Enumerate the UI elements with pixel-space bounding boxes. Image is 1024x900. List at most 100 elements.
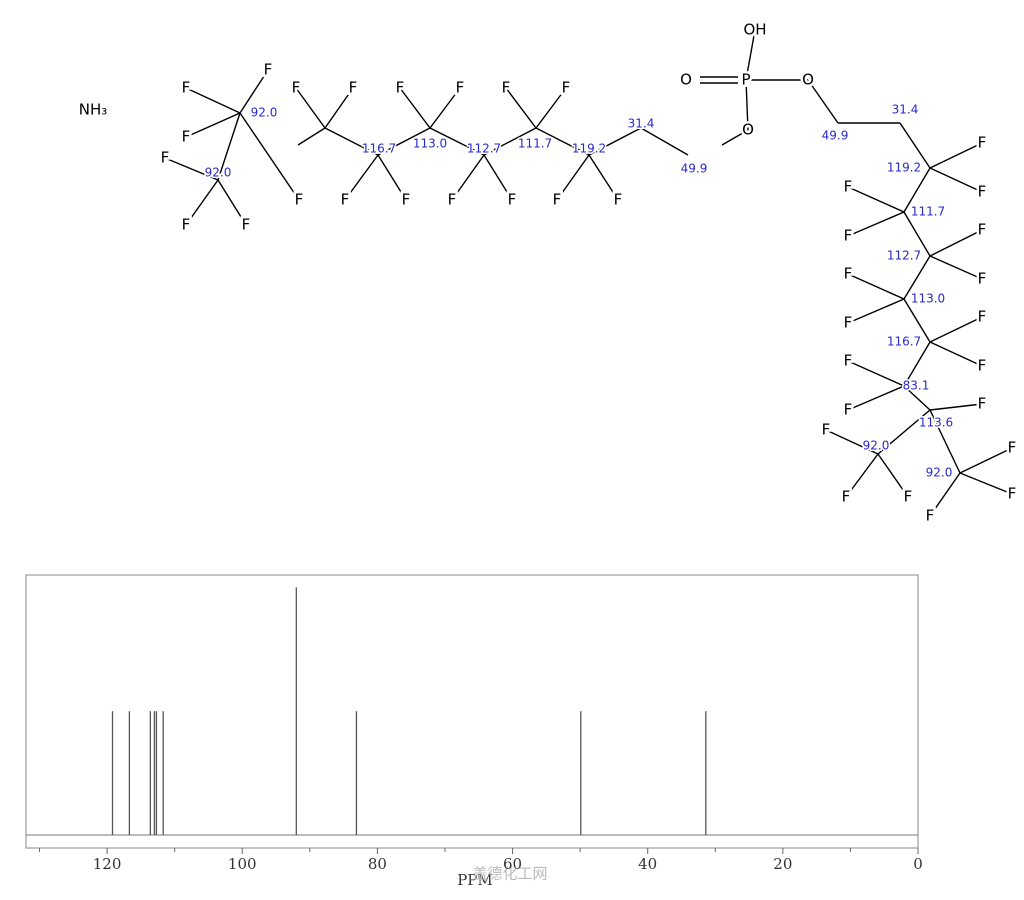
atom-label: F bbox=[904, 488, 913, 506]
bond bbox=[483, 127, 537, 156]
atom-label: O bbox=[680, 71, 692, 89]
x-tick-label: 100 bbox=[228, 855, 257, 873]
shift-label: 113.6 bbox=[919, 416, 953, 430]
atom-label: O bbox=[742, 121, 754, 139]
atom-label: F bbox=[562, 79, 571, 97]
bond bbox=[903, 385, 931, 411]
atom-label: F bbox=[182, 128, 191, 146]
x-axis-label: PPM bbox=[457, 871, 493, 889]
shift-label: 112.7 bbox=[887, 249, 921, 263]
bond bbox=[903, 341, 931, 387]
bond bbox=[929, 409, 961, 474]
bond bbox=[929, 229, 983, 257]
atom-label: F bbox=[978, 221, 987, 239]
x-tick-label: 120 bbox=[93, 855, 122, 873]
bond bbox=[929, 403, 983, 411]
bond bbox=[239, 112, 300, 201]
bond bbox=[556, 154, 590, 201]
bond bbox=[297, 127, 326, 146]
bond bbox=[483, 154, 513, 201]
bond bbox=[745, 29, 756, 81]
bond bbox=[959, 447, 1013, 474]
atom-label: F bbox=[978, 395, 987, 413]
bond bbox=[377, 127, 431, 156]
shift-label: 112.7 bbox=[467, 142, 501, 156]
bond bbox=[847, 273, 905, 300]
atom-label: F bbox=[502, 79, 511, 97]
bond bbox=[847, 385, 905, 411]
atom-label: F bbox=[341, 191, 350, 209]
atom-label: F bbox=[349, 79, 358, 97]
atom-label: F bbox=[553, 191, 562, 209]
atom-label: F bbox=[614, 191, 623, 209]
bond bbox=[929, 142, 983, 169]
bond bbox=[324, 87, 354, 129]
shift-label: 92.0 bbox=[251, 106, 278, 120]
bond bbox=[535, 87, 567, 129]
bond bbox=[877, 453, 909, 498]
bond bbox=[929, 316, 983, 343]
bond bbox=[721, 129, 749, 146]
atom-label: F bbox=[402, 191, 411, 209]
bond bbox=[399, 87, 431, 129]
bond bbox=[505, 87, 537, 129]
atom-label: F bbox=[978, 270, 987, 288]
bond bbox=[929, 472, 961, 517]
atom-label: F bbox=[264, 61, 273, 79]
bond bbox=[344, 154, 379, 201]
shift-label: 113.0 bbox=[911, 292, 945, 306]
atom-label: F bbox=[448, 191, 457, 209]
bond bbox=[903, 167, 931, 213]
shift-label: 113.0 bbox=[413, 137, 447, 151]
shift-label: 49.9 bbox=[681, 162, 708, 176]
bond bbox=[877, 409, 931, 455]
shift-label: 119.2 bbox=[887, 161, 921, 175]
bond bbox=[825, 429, 879, 455]
shift-label: 119.2 bbox=[572, 142, 606, 156]
shift-label: 92.0 bbox=[926, 466, 953, 480]
x-tick-label: 0 bbox=[913, 855, 923, 873]
shift-label: 31.4 bbox=[628, 117, 655, 131]
atom-label: F bbox=[182, 79, 191, 97]
bond bbox=[929, 167, 983, 193]
shift-label: 83.1 bbox=[903, 379, 930, 393]
atom-label: F bbox=[844, 178, 853, 196]
bond bbox=[807, 79, 839, 124]
bond bbox=[959, 472, 1013, 495]
bond bbox=[929, 255, 983, 280]
bond bbox=[429, 87, 461, 129]
bond bbox=[217, 112, 241, 181]
atom-label: NH₃ bbox=[79, 101, 108, 119]
atom-label: F bbox=[242, 216, 251, 234]
bond bbox=[847, 298, 905, 324]
bond bbox=[903, 298, 931, 343]
x-tick-label: 60 bbox=[503, 855, 522, 873]
atom-label: F bbox=[1008, 439, 1017, 457]
bond bbox=[588, 154, 619, 201]
x-tick-label: 40 bbox=[638, 855, 657, 873]
bond bbox=[324, 127, 379, 156]
atom-label: F bbox=[978, 134, 987, 152]
bond bbox=[845, 453, 879, 498]
atom-label: F bbox=[844, 401, 853, 419]
atom-label: O bbox=[802, 71, 814, 89]
x-tick-label: 80 bbox=[368, 855, 387, 873]
atom-label: F bbox=[844, 314, 853, 332]
watermark: 盖德化工网 bbox=[472, 865, 547, 883]
atom-label: F bbox=[292, 79, 301, 97]
bond bbox=[903, 255, 931, 300]
atom-label: F bbox=[295, 191, 304, 209]
bond bbox=[451, 154, 485, 201]
plot-frame bbox=[25, 574, 919, 849]
bond bbox=[640, 127, 689, 156]
bond bbox=[185, 179, 219, 226]
atom-label: F bbox=[844, 227, 853, 245]
bond bbox=[239, 69, 269, 114]
atom-label: P bbox=[741, 71, 750, 89]
bond bbox=[377, 154, 407, 201]
atom-label: F bbox=[1008, 485, 1017, 503]
bond bbox=[929, 341, 983, 367]
bond bbox=[847, 186, 905, 213]
atom-label: F bbox=[978, 183, 987, 201]
